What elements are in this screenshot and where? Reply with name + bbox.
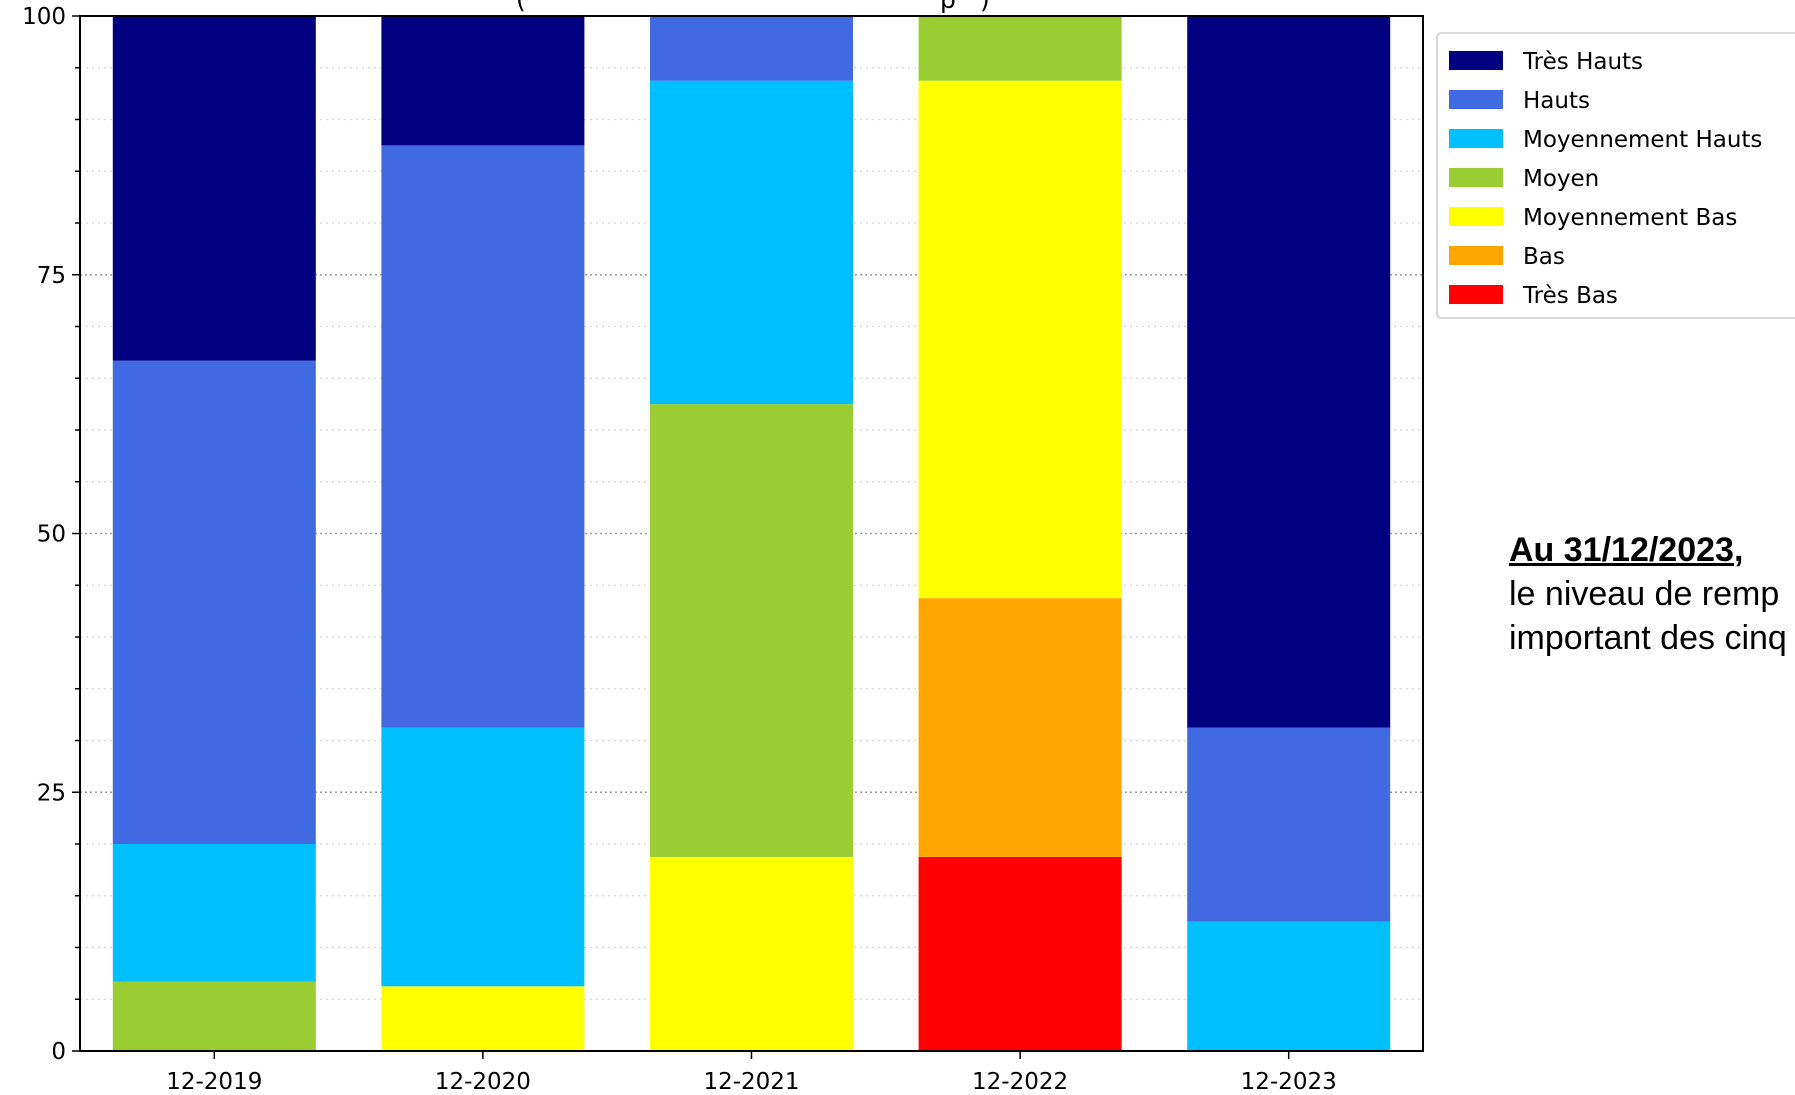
bar-12-2019-moyen <box>112 981 316 1051</box>
legend-label: Moyennement Hauts <box>1523 127 1762 153</box>
title-fragment-mid: p <box>940 0 956 14</box>
bar-12-2021-hauts <box>650 16 853 81</box>
bar-12-2022-très-bas <box>918 856 1122 1051</box>
bar-12-2020-moyennement-hauts <box>381 727 585 987</box>
y-tick-label: 25 <box>37 780 66 806</box>
legend-swatch <box>1449 285 1503 304</box>
annotation-line-1: le niveau de remp <box>1509 575 1780 613</box>
bar-12-2022-moyennement-bas <box>918 80 1122 599</box>
x-tick-label: 12-2020 <box>435 1069 531 1095</box>
y-tick-label: 100 <box>22 4 66 30</box>
title-fragment-right: ) <box>980 0 990 14</box>
x-tick-label: 12-2023 <box>1241 1069 1337 1095</box>
legend-label: Très Hauts <box>1522 49 1643 75</box>
bar-12-2023-hauts <box>1187 727 1391 922</box>
legend-swatch <box>1449 246 1503 265</box>
bar-12-2021-moyennement-bas <box>650 856 853 1051</box>
bar-12-2020-hauts <box>381 145 585 728</box>
legend-swatch <box>1449 90 1503 109</box>
x-tick-label: 12-2019 <box>166 1069 262 1095</box>
title-fragment-left: ( <box>516 0 526 14</box>
bar-12-2020-moyennement-bas <box>381 986 585 1051</box>
legend-label: Très Bas <box>1522 283 1618 309</box>
annotation-heading: Au 31/12/2023 <box>1509 531 1734 569</box>
chart-title: ( p) <box>516 0 990 14</box>
annotation-comma: , <box>1733 531 1744 569</box>
legend-swatch <box>1449 207 1503 226</box>
legend-frame <box>1436 32 1795 319</box>
legend-swatch <box>1449 129 1503 148</box>
x-tick-label: 12-2021 <box>703 1069 799 1095</box>
bar-12-2019-hauts <box>112 360 316 844</box>
bar-12-2023-très-hauts <box>1187 16 1391 728</box>
bar-12-2019-très-hauts <box>112 16 316 361</box>
legend-label: Hauts <box>1523 88 1590 114</box>
bar-12-2023-moyennement-hauts <box>1187 921 1391 1051</box>
y-tick-label: 0 <box>51 1039 66 1065</box>
axes: 0 25 50 75 100 12-2019 12-2020 12-2021 12-2022 12… <box>22 4 1424 1095</box>
annotation-text: Au 31/12/2023, le niveau de remp importa… <box>1509 528 1787 660</box>
legend-swatch <box>1449 51 1503 70</box>
bars <box>112 16 1391 1051</box>
legend-label: Moyennement Bas <box>1523 205 1737 231</box>
bar-12-2022-bas <box>918 598 1122 857</box>
y-tick-label: 75 <box>37 263 66 289</box>
bar-12-2020-très-hauts <box>381 16 585 146</box>
x-tick-label: 12-2022 <box>972 1069 1068 1095</box>
bar-12-2019-moyennement-hauts <box>112 844 316 982</box>
legend-swatch <box>1449 168 1503 187</box>
legend-label: Bas <box>1523 244 1565 270</box>
legend-label: Moyen <box>1523 166 1599 192</box>
annotation-line-2: important des cinq <box>1509 619 1787 657</box>
bar-12-2021-moyen <box>650 404 853 857</box>
bar-12-2021-moyennement-hauts <box>650 80 853 405</box>
legend: Très Hauts Hauts Moyennement Hauts Moyen Moy… <box>1436 32 1795 319</box>
bar-12-2022-moyen <box>918 16 1122 81</box>
y-tick-label: 50 <box>37 522 66 548</box>
